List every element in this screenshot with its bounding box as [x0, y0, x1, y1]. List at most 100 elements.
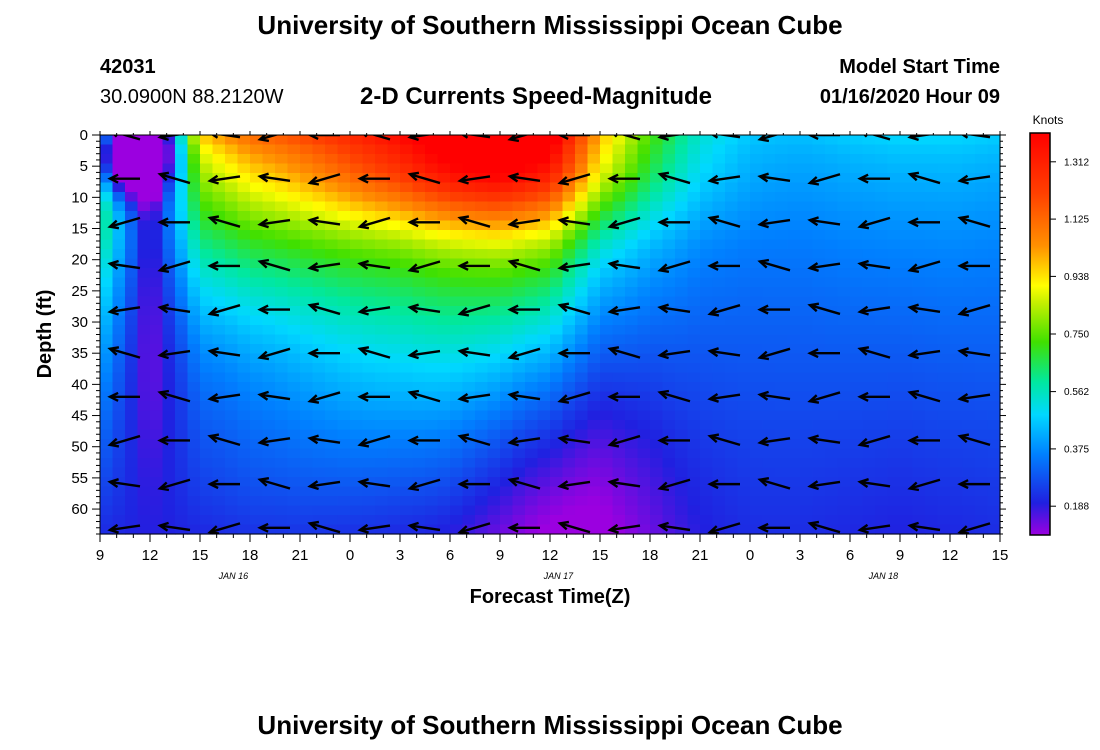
- heat-cell: [212, 201, 226, 212]
- heat-cell: [237, 287, 251, 298]
- heat-cell: [175, 467, 189, 478]
- heat-cell: [175, 192, 189, 203]
- heat-cell: [775, 173, 789, 184]
- heat-cell: [237, 401, 251, 412]
- heat-cell: [150, 135, 164, 146]
- current-vector: [507, 258, 541, 272]
- heat-cell: [800, 372, 814, 383]
- heat-cell: [887, 477, 901, 488]
- heat-cell: [725, 524, 739, 535]
- current-vector: [107, 346, 141, 359]
- heat-cell: [450, 363, 464, 374]
- heat-cell: [612, 201, 626, 212]
- current-vector: [107, 259, 141, 270]
- heat-cell: [800, 173, 814, 184]
- heat-cell: [850, 315, 864, 326]
- heat-cell: [312, 353, 326, 364]
- heat-cell: [637, 353, 651, 364]
- heat-cell: [550, 429, 564, 440]
- heat-cell: [912, 344, 926, 355]
- heat-cell: [900, 249, 914, 260]
- heat-cell: [225, 249, 239, 260]
- current-vector: [357, 346, 391, 359]
- heat-cell: [737, 458, 751, 469]
- heat-cell: [525, 277, 539, 288]
- heat-cell: [187, 524, 201, 535]
- heat-cell: [912, 401, 926, 412]
- heat-cell: [525, 306, 539, 317]
- heat-cell: [125, 249, 139, 260]
- heat-cell: [275, 486, 289, 497]
- heat-cell: [537, 524, 551, 535]
- heat-cell: [387, 477, 401, 488]
- heat-cell: [500, 448, 514, 459]
- heat-cell: [900, 372, 914, 383]
- heat-cell: [987, 439, 1001, 450]
- heat-cell: [787, 496, 801, 507]
- heat-cell: [800, 258, 814, 269]
- heat-cell: [300, 344, 314, 355]
- heat-cell: [575, 410, 589, 421]
- heat-cell: [600, 391, 614, 402]
- heat-cell: [212, 249, 226, 260]
- heat-cell: [125, 372, 139, 383]
- heat-cell: [250, 249, 264, 260]
- heat-cell: [887, 363, 901, 374]
- heat-cell: [625, 163, 639, 174]
- heat-cell: [175, 249, 189, 260]
- heat-cell: [175, 429, 189, 440]
- heat-cell: [100, 486, 114, 497]
- heat-cell: [500, 486, 514, 497]
- heat-cell: [750, 505, 764, 516]
- heat-cell: [100, 192, 114, 203]
- heat-cell: [975, 372, 989, 383]
- heat-cell: [887, 401, 901, 412]
- heat-cell: [700, 296, 714, 307]
- heat-cell: [200, 391, 214, 402]
- heat-cell: [812, 363, 826, 374]
- heat-cell: [512, 382, 526, 393]
- heat-cell: [612, 515, 626, 526]
- heat-cell: [362, 249, 376, 260]
- heat-cell: [725, 211, 739, 222]
- heat-cell: [100, 420, 114, 431]
- heat-cell: [400, 410, 414, 421]
- heat-cell: [825, 315, 839, 326]
- heat-cell: [162, 334, 176, 345]
- heat-cell: [925, 154, 939, 165]
- heat-cell: [887, 515, 901, 526]
- heat-cell: [825, 239, 839, 250]
- heat-cell: [275, 363, 289, 374]
- heat-cell: [912, 306, 926, 317]
- heat-cell: [762, 353, 776, 364]
- heat-cell: [725, 220, 739, 231]
- heat-cell: [675, 135, 689, 146]
- heat-cell: [525, 192, 539, 203]
- heat-cell: [737, 230, 751, 241]
- heat-cell: [475, 467, 489, 478]
- heat-cell: [900, 524, 914, 535]
- heat-cell: [250, 467, 264, 478]
- heat-cell: [287, 505, 301, 516]
- heat-cell: [362, 439, 376, 450]
- heat-cell: [437, 277, 451, 288]
- heat-cell: [737, 515, 751, 526]
- heat-cell: [162, 363, 176, 374]
- heat-cell: [487, 230, 501, 241]
- heat-cell: [162, 201, 176, 212]
- heat-cell: [525, 135, 539, 146]
- heat-cell: [837, 211, 851, 222]
- heat-cell: [637, 477, 651, 488]
- heat-cell: [162, 135, 176, 146]
- heat-cell: [362, 163, 376, 174]
- heat-cell: [512, 458, 526, 469]
- heat-cell: [312, 230, 326, 241]
- heat-cell: [300, 429, 314, 440]
- heat-cell: [150, 486, 164, 497]
- heat-cell: [562, 496, 576, 507]
- heat-cell: [887, 268, 901, 279]
- heat-cell: [350, 477, 364, 488]
- heat-cell: [975, 230, 989, 241]
- heat-cell: [475, 429, 489, 440]
